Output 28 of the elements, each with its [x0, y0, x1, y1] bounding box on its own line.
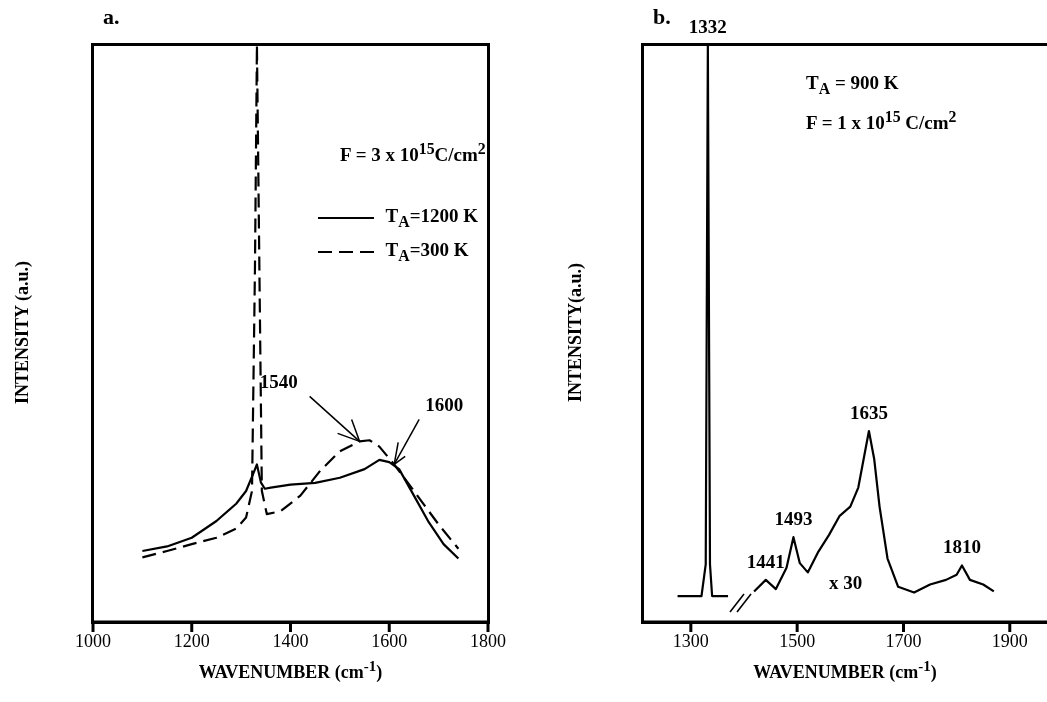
- annotation: 1332: [688, 16, 727, 37]
- x-tick-label: 1000: [75, 630, 111, 651]
- x-tick-label: 1200: [173, 630, 210, 651]
- legend-label: T$_{A}$=300 K: [385, 238, 469, 265]
- annotation: 1540: [259, 371, 298, 393]
- annotation: 1441: [746, 550, 785, 572]
- chart-title: a.: [103, 4, 120, 30]
- x-tick-label: 1500: [779, 630, 816, 651]
- annotation: F = 1 x 10$^{15}$ C/cm$^{2}$: [806, 108, 957, 135]
- annotation: 1600: [425, 394, 464, 416]
- legend-label: T$_{A}$=1200 K: [385, 205, 478, 231]
- annotation: x 30: [829, 572, 863, 594]
- x-axis-title: WAVENUMBER (cm$^{-1}$): [752, 658, 938, 683]
- annotation: 1493: [774, 508, 813, 530]
- annotation: F = 3 x 10$^{15}$C/cm$^{2}$: [340, 140, 486, 167]
- x-axis-title: WAVENUMBER (cm$^{-1}$): [197, 658, 384, 683]
- annotation: 1810: [942, 536, 981, 558]
- x-tick-label: 1800: [470, 630, 506, 651]
- x-tick-label: 1900: [991, 630, 1028, 651]
- x-tick-label: 1400: [272, 630, 309, 651]
- y-axis-title: INTENSITY(a.u.): [564, 261, 586, 404]
- x-tick-label: 1700: [885, 630, 922, 651]
- x-tick-label: 1600: [371, 630, 408, 651]
- annotation: T$_{A}$ = 900 K: [806, 72, 899, 98]
- x-tick-label: 1300: [672, 630, 709, 651]
- annotation: 1635: [849, 402, 888, 424]
- y-axis-title: INTENSITY (a.u.): [11, 259, 33, 406]
- chart-title: b.: [653, 4, 671, 30]
